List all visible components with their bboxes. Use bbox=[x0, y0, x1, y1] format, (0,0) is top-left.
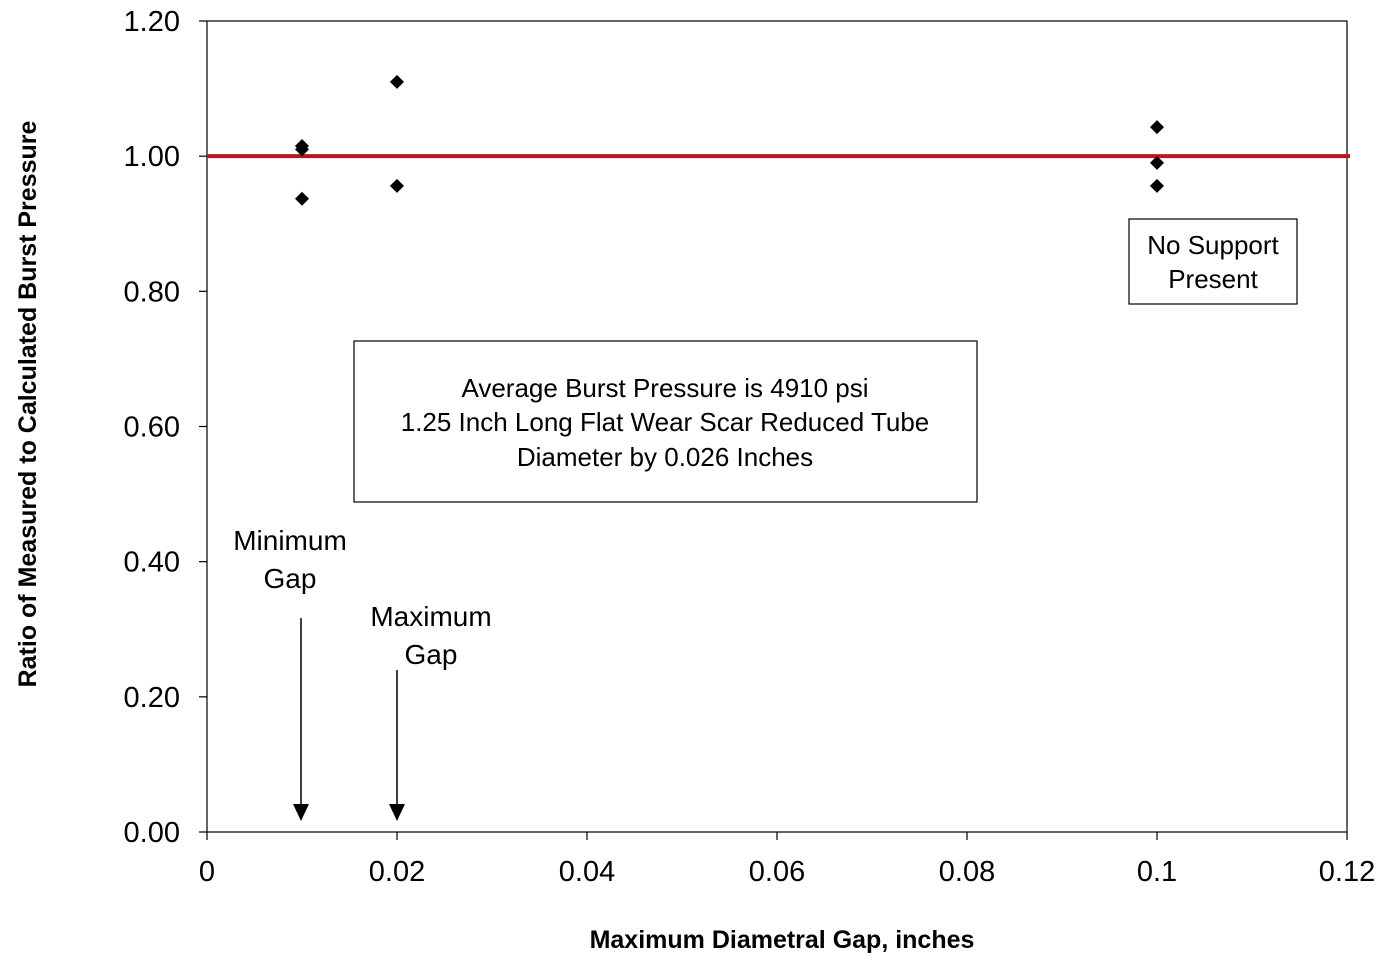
min-gap-label-2: Gap bbox=[264, 563, 317, 594]
data-point bbox=[1150, 178, 1164, 193]
info-line-3: Diameter by 0.026 Inches bbox=[517, 442, 813, 472]
max-gap-label-2: Gap bbox=[405, 639, 458, 670]
max-gap-label-1: Maximum bbox=[370, 601, 491, 632]
no-support-line-2: Present bbox=[1168, 264, 1258, 294]
min-gap-label-1: Minimum bbox=[233, 525, 347, 556]
x-axis: 0 0.02 0.04 0.06 0.08 0.1 0.12 bbox=[199, 832, 1375, 888]
y-tick-label: 0.60 bbox=[124, 412, 180, 444]
info-box: Average Burst Pressure is 4910 psi 1.25 … bbox=[353, 340, 978, 503]
data-point bbox=[295, 191, 309, 206]
y-axis-title: Ratio of Measured to Calculated Burst Pr… bbox=[14, 121, 42, 688]
data-points bbox=[295, 74, 1164, 206]
x-tick-label: 0.06 bbox=[749, 856, 805, 888]
data-point bbox=[1150, 155, 1164, 170]
y-tick-label: 1.20 bbox=[124, 6, 180, 38]
info-line-1: Average Burst Pressure is 4910 psi bbox=[461, 373, 868, 403]
y-tick-label: 0.40 bbox=[124, 547, 180, 579]
info-line-2: 1.25 Inch Long Flat Wear Scar Reduced Tu… bbox=[401, 407, 930, 437]
x-tick-label: 0.12 bbox=[1319, 856, 1375, 888]
min-gap-annotation: Minimum Gap bbox=[233, 525, 347, 821]
data-point bbox=[390, 74, 404, 89]
x-tick-label: 0.04 bbox=[559, 856, 615, 888]
y-axis: 0.00 0.20 0.40 0.60 0.80 1.00 1.20 bbox=[124, 6, 207, 849]
y-tick-label: 0.80 bbox=[124, 276, 180, 308]
min-gap-arrowhead bbox=[293, 804, 309, 821]
x-axis-title: Maximum Diametral Gap, inches bbox=[590, 926, 975, 954]
y-tick-label: 0.00 bbox=[124, 817, 180, 849]
y-tick-label: 1.00 bbox=[124, 141, 180, 173]
max-gap-annotation: Maximum Gap bbox=[370, 601, 492, 821]
y-tick-label: 0.20 bbox=[124, 682, 180, 714]
x-tick-label: 0 bbox=[199, 856, 215, 888]
x-tick-label: 0.08 bbox=[939, 856, 995, 888]
max-gap-arrowhead bbox=[389, 804, 405, 821]
x-tick-label: 0.02 bbox=[369, 856, 425, 888]
data-point bbox=[295, 142, 309, 157]
no-support-line-1: No Support bbox=[1147, 230, 1279, 260]
x-tick-label: 0.1 bbox=[1137, 856, 1177, 888]
data-point bbox=[1150, 120, 1164, 135]
no-support-box: No Support Present bbox=[1128, 218, 1298, 305]
data-point bbox=[390, 178, 404, 193]
